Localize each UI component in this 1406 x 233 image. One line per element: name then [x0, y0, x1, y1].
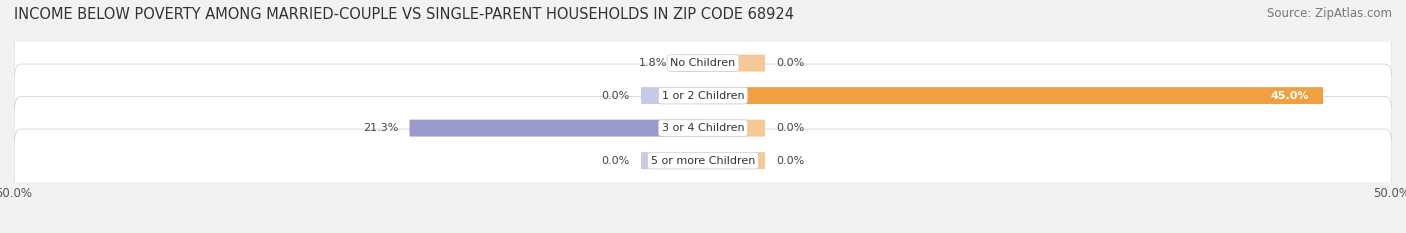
- FancyBboxPatch shape: [14, 96, 1392, 160]
- Text: 1 or 2 Children: 1 or 2 Children: [662, 91, 744, 101]
- Text: No Children: No Children: [671, 58, 735, 68]
- FancyBboxPatch shape: [409, 120, 703, 137]
- FancyBboxPatch shape: [641, 87, 703, 104]
- FancyBboxPatch shape: [703, 55, 765, 72]
- FancyBboxPatch shape: [703, 87, 1323, 104]
- Text: 0.0%: 0.0%: [776, 156, 804, 166]
- Text: 3 or 4 Children: 3 or 4 Children: [662, 123, 744, 133]
- Text: 0.0%: 0.0%: [776, 58, 804, 68]
- Text: 21.3%: 21.3%: [363, 123, 398, 133]
- FancyBboxPatch shape: [703, 152, 765, 169]
- Text: INCOME BELOW POVERTY AMONG MARRIED-COUPLE VS SINGLE-PARENT HOUSEHOLDS IN ZIP COD: INCOME BELOW POVERTY AMONG MARRIED-COUPL…: [14, 7, 794, 22]
- FancyBboxPatch shape: [14, 31, 1392, 95]
- FancyBboxPatch shape: [14, 64, 1392, 127]
- FancyBboxPatch shape: [641, 152, 703, 169]
- Text: 0.0%: 0.0%: [776, 123, 804, 133]
- Text: 1.8%: 1.8%: [638, 58, 668, 68]
- FancyBboxPatch shape: [14, 129, 1392, 192]
- Text: 45.0%: 45.0%: [1271, 91, 1309, 101]
- Text: 0.0%: 0.0%: [602, 91, 630, 101]
- FancyBboxPatch shape: [703, 120, 765, 137]
- Text: 5 or more Children: 5 or more Children: [651, 156, 755, 166]
- FancyBboxPatch shape: [678, 55, 703, 72]
- Text: Source: ZipAtlas.com: Source: ZipAtlas.com: [1267, 7, 1392, 20]
- Text: 0.0%: 0.0%: [602, 156, 630, 166]
